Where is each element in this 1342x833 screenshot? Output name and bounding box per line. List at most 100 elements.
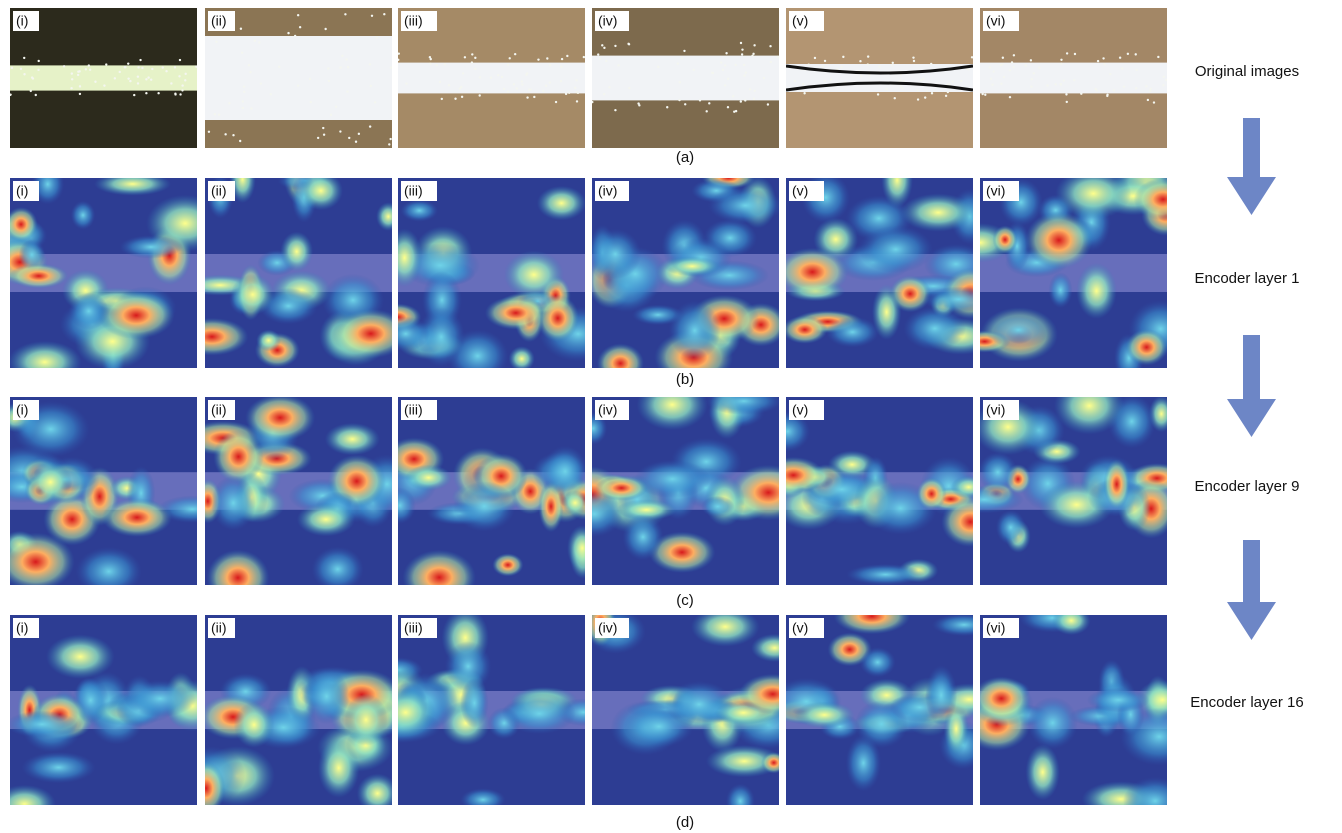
speck [389, 138, 391, 140]
panel-label: (v) [792, 13, 808, 29]
speck [232, 134, 234, 136]
speck [89, 69, 91, 71]
speck [224, 133, 226, 135]
speck [967, 68, 969, 70]
speck [1002, 57, 1004, 59]
row-label: Encoder layer 1 [1194, 270, 1299, 287]
speck [242, 100, 244, 102]
speck [859, 60, 861, 62]
heat-blob [669, 301, 721, 360]
speck [448, 84, 450, 86]
speck [727, 78, 729, 80]
speck [951, 80, 953, 82]
speck [1060, 83, 1062, 85]
speck [1060, 59, 1062, 61]
row-caption: (a) [676, 149, 694, 166]
heat-blob [460, 678, 489, 728]
panel-content [0, 397, 227, 596]
speck [1001, 63, 1003, 65]
speck [71, 78, 73, 80]
speck [1094, 88, 1096, 90]
heat-blob [46, 634, 115, 678]
heat-blob [708, 187, 783, 223]
speck [249, 71, 251, 73]
speck [341, 55, 343, 57]
panel-image: (vi) [963, 603, 1198, 824]
speck [1147, 99, 1149, 101]
speck [278, 66, 280, 68]
panel-label: (iii) [404, 183, 423, 199]
speck [397, 59, 399, 61]
speck [605, 60, 607, 62]
speck [1009, 96, 1011, 98]
speck [170, 82, 172, 84]
panel-image: (vi) [980, 8, 1167, 148]
speck [725, 52, 727, 54]
speck [258, 41, 260, 43]
speck [741, 53, 743, 55]
panel-image: (ii) [178, 615, 417, 815]
panel-image: (v) [776, 153, 999, 368]
speck [243, 91, 245, 93]
heat-blob [76, 547, 142, 596]
heat-blob [405, 465, 452, 491]
speck [992, 70, 994, 72]
speck [824, 80, 826, 82]
fiber-band [980, 63, 1167, 94]
arrow [1227, 118, 1276, 215]
speck [63, 65, 65, 67]
speck [358, 133, 360, 135]
panel-label: (iii) [404, 13, 423, 29]
speck [867, 55, 869, 57]
speck [878, 65, 880, 67]
speck [727, 106, 729, 108]
speck [576, 100, 578, 102]
speck [398, 52, 400, 54]
speck [503, 88, 505, 90]
speck [677, 62, 679, 64]
heat-blob [1025, 211, 1092, 269]
panel-image: (i) [0, 615, 220, 823]
heat-blob [1048, 272, 1072, 308]
speck [127, 62, 129, 64]
panel-content [945, 377, 1186, 585]
speck [708, 102, 710, 104]
panel-label: (vi) [986, 620, 1005, 636]
speck [1123, 85, 1125, 87]
speck [174, 93, 176, 95]
speck [322, 127, 324, 129]
speck [478, 94, 480, 96]
heat-blob [637, 379, 708, 430]
speck [745, 71, 747, 73]
panel-image: (v) [786, 8, 973, 148]
speck [388, 143, 390, 145]
speck [178, 75, 180, 77]
speck [79, 85, 81, 87]
speck [214, 113, 216, 115]
speck [752, 53, 754, 55]
speck [490, 77, 492, 79]
speck [150, 79, 152, 81]
panel-content [762, 397, 999, 585]
heat-blob [706, 387, 782, 415]
fiber-band [205, 36, 392, 120]
heat-blob [985, 312, 1052, 348]
heat-blob [376, 202, 401, 231]
speck [71, 72, 73, 74]
speck [1046, 84, 1048, 86]
speck [1065, 93, 1067, 95]
heat-blob [94, 172, 171, 195]
speck [1109, 73, 1111, 75]
speck [990, 78, 992, 80]
panel-image: (iii) [384, 397, 604, 605]
panel-image: (vi) [945, 377, 1186, 585]
speck [722, 69, 724, 71]
speck [507, 64, 509, 66]
speck [720, 61, 722, 63]
speck [560, 65, 562, 67]
speck [683, 50, 685, 52]
speck [215, 41, 217, 43]
speck [560, 80, 562, 82]
panel-label: (iii) [404, 402, 423, 418]
speck [568, 92, 570, 94]
